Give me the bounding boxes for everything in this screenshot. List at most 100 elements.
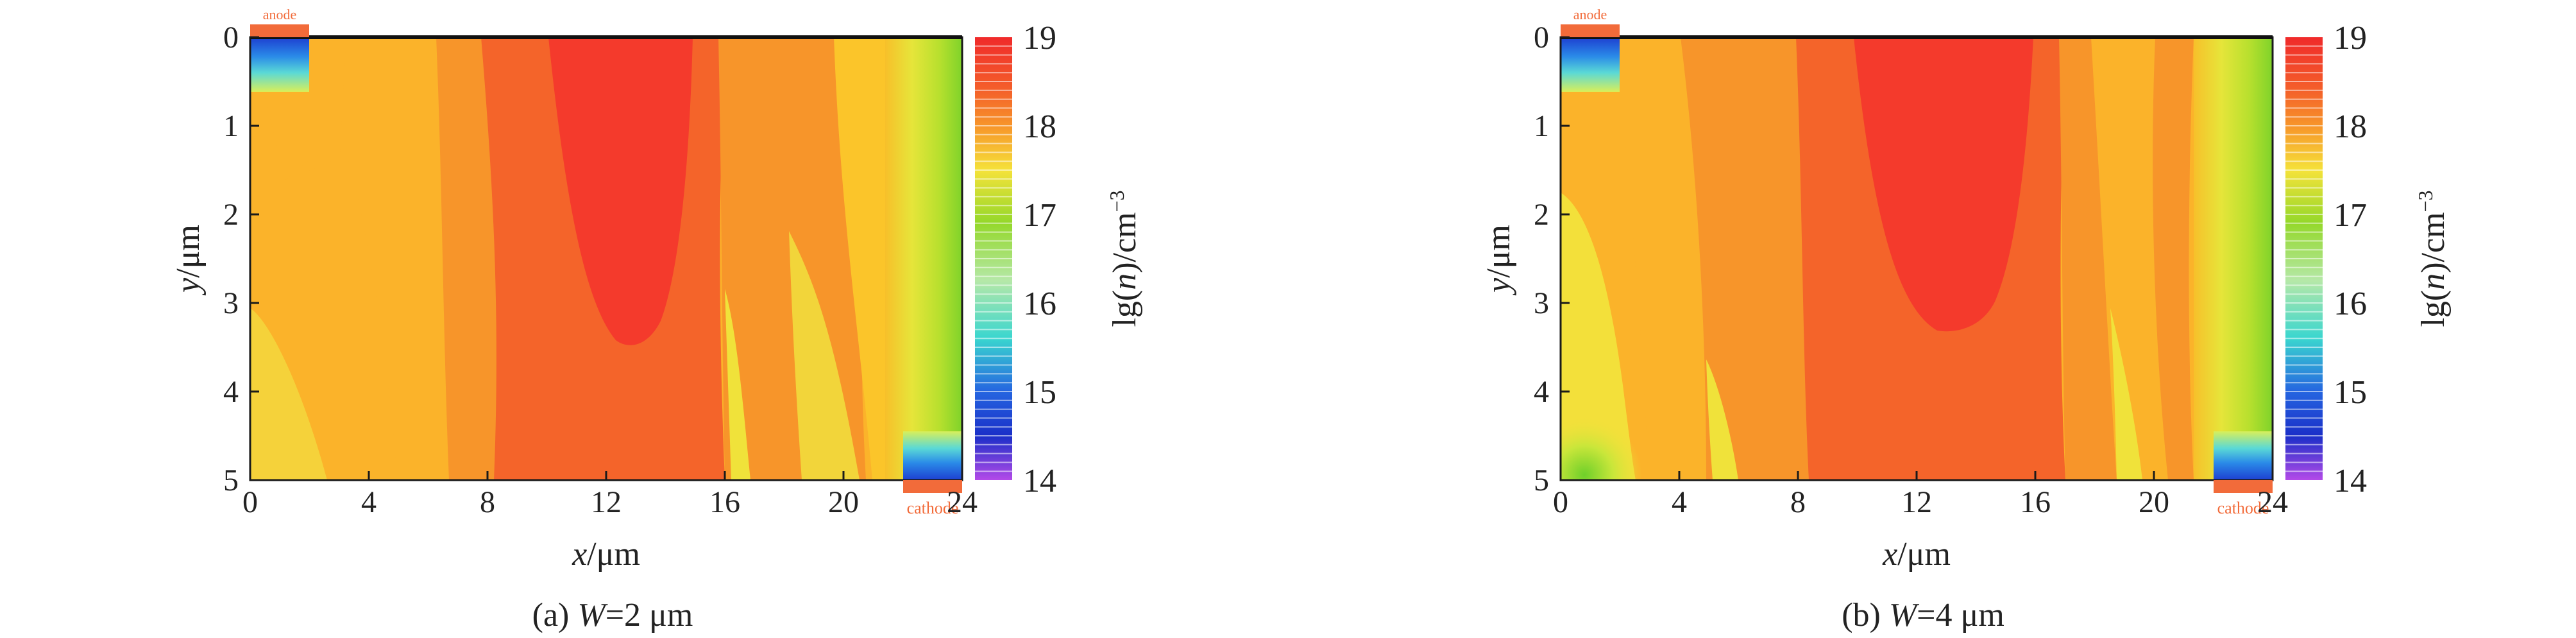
y-tick-label-a: 4 <box>223 375 239 409</box>
x-tick-label-a: 24 <box>947 485 978 519</box>
colorbar-tick-label-b: 15 <box>2334 374 2367 411</box>
colorbar-b-label-prefix: lg( <box>2415 290 2452 327</box>
cathode-electrode-b <box>2214 480 2273 493</box>
anode-label-b: anode <box>1573 6 1607 22</box>
y-tick-label-a: 1 <box>223 109 239 143</box>
colorbar-tick-label-b: 14 <box>2334 463 2367 499</box>
colorbar-a-label-exponent: −3 <box>1105 190 1128 212</box>
colorbar-tick-label-a: 17 <box>1023 197 1056 234</box>
caption-b-var: W <box>1889 597 1920 634</box>
y-tick-label-b: 5 <box>1534 463 1549 497</box>
cathode-electrode-a <box>903 480 962 493</box>
heatmap-b-right-edge <box>2194 37 2273 480</box>
colorbar-tick-label-a: 14 <box>1023 463 1056 499</box>
y-axis-label-b: y/μm <box>1480 225 1517 296</box>
colorbar-tick-label-a: 19 <box>1023 20 1056 56</box>
colorbar-b-label-exponent: −3 <box>2414 190 2437 212</box>
heatmap-a-band-right-yellow <box>789 231 860 480</box>
heatmap-a-band-left-light <box>250 308 327 480</box>
x-tick-label-b: 12 <box>1901 485 1932 519</box>
colorbar-a-ticks: 19 18 17 16 15 14 <box>1023 20 1056 499</box>
caption-b-value: =4 μm <box>1917 597 2004 634</box>
x-tick-label-a: 16 <box>709 485 740 519</box>
colorbar-a-label-suffix: )/cm <box>1106 212 1143 273</box>
y-tick-label-b: 4 <box>1534 375 1549 409</box>
x-tick-label-a: 4 <box>361 485 377 519</box>
heatmap-b-core-red <box>1854 37 2033 332</box>
heatmap-a <box>250 37 962 480</box>
heatmap-b-band-left-yellow <box>1706 359 1738 480</box>
x-tick-label-a: 20 <box>828 485 859 519</box>
x-axis-a: 0 4 8 12 16 20 24 <box>242 471 978 519</box>
colorbar-tick-label-b: 18 <box>2334 108 2367 145</box>
heatmap-a-band-right-yellow2 <box>834 37 898 480</box>
caption-b-prefix: (b) <box>1842 597 1889 634</box>
caption-a-value: =2 μm <box>606 597 693 634</box>
anode-electrode-b <box>1561 24 1620 37</box>
y-tick-label-b: 3 <box>1534 286 1549 320</box>
y-tick-label-b: 0 <box>1534 21 1549 55</box>
x-tick-label-b: 16 <box>2020 485 2051 519</box>
colorbar-b-ticks: 19 18 17 16 15 14 <box>2334 20 2367 499</box>
heatmap-a-cathode-region <box>903 431 962 480</box>
x-tick-label-b: 20 <box>2139 485 2169 519</box>
colorbar-tick-label-a: 18 <box>1023 108 1056 145</box>
colorbar-b-label-suffix: )/cm <box>2415 212 2452 273</box>
colorbar-a-label-var: n <box>1106 273 1143 290</box>
caption-b: (b) W=4 μm <box>1842 597 2004 634</box>
heatmap-b-band-left-light <box>1561 193 1636 480</box>
anode-label-a: anode <box>263 6 297 22</box>
y-axis-var-b: y <box>1480 277 1517 296</box>
colorbar-a: 19 18 17 16 15 14 lg(n)/cm−3 <box>975 20 1143 499</box>
colorbar-b-label-var: n <box>2415 273 2452 290</box>
heatmap-b-band-right-yellow <box>2091 37 2168 480</box>
heatmap-a-band-left-orange <box>250 37 443 480</box>
x-axis-unit-a: /μm <box>587 536 640 573</box>
x-tick-label-b: 24 <box>2257 485 2288 519</box>
y-axis-unit-a: /μm <box>170 225 207 278</box>
y-tick-label-a: 5 <box>223 463 239 497</box>
anode-electrode-a <box>250 24 309 37</box>
x-axis-unit-b: /μm <box>1897 536 1951 573</box>
colorbar-tick-label-b: 19 <box>2334 20 2367 56</box>
y-tick-label-a: 3 <box>223 286 239 320</box>
heatmap-b-anode-region <box>1561 37 1620 92</box>
colorbar-tick-label-b: 17 <box>2334 197 2367 234</box>
colorbar-b-stripes <box>2285 45 2323 472</box>
colorbar-a-label-prefix: lg( <box>1106 290 1143 327</box>
colorbar-tick-label-a: 15 <box>1023 374 1056 411</box>
y-axis-unit-b: /μm <box>1480 225 1517 278</box>
heatmap-b <box>1561 37 2273 480</box>
x-axis-b: 0 4 8 12 16 20 24 <box>1553 471 2288 519</box>
y-axis-var-a: y <box>170 277 207 296</box>
colorbar-tick-label-b: 16 <box>2334 286 2367 322</box>
y-tick-label-a: 2 <box>223 198 239 232</box>
heatmap-a-anode-region <box>250 37 309 92</box>
heatmap-b-band-right-yellow2 <box>2110 308 2142 480</box>
x-axis-label-b: x/μm <box>1882 536 1951 573</box>
heatmap-a-band-right-light <box>725 289 750 480</box>
y-tick-label-b: 1 <box>1534 109 1549 143</box>
x-tick-label-b: 0 <box>1553 485 1568 519</box>
x-tick-label-a: 0 <box>242 485 258 519</box>
y-axis-b: 0 1 2 3 4 5 <box>1534 21 1570 497</box>
heatmap-b-corner-green <box>1561 417 1642 480</box>
colorbar-b-label: lg(n)/cm−3 <box>2414 190 2452 327</box>
y-tick-label-b: 2 <box>1534 198 1549 232</box>
x-tick-label-a: 12 <box>591 485 622 519</box>
cathode-label-b: cathode <box>2217 499 2269 517</box>
x-tick-label-b: 4 <box>1672 485 1687 519</box>
heatmap-a-core-red <box>548 37 693 345</box>
x-axis-var-b: x <box>1882 536 1897 573</box>
y-tick-label-a: 0 <box>223 21 239 55</box>
colorbar-b: 19 18 17 16 15 14 lg(n)/cm−3 <box>2285 20 2452 499</box>
caption-a-var: W <box>577 597 608 634</box>
x-axis-label-a: x/μm <box>572 536 640 573</box>
heatmap-a-right-edge <box>885 37 962 480</box>
x-tick-label-a: 8 <box>480 485 495 519</box>
x-axis-var-a: x <box>572 536 587 573</box>
heatmap-b-cathode-region <box>2214 431 2273 480</box>
